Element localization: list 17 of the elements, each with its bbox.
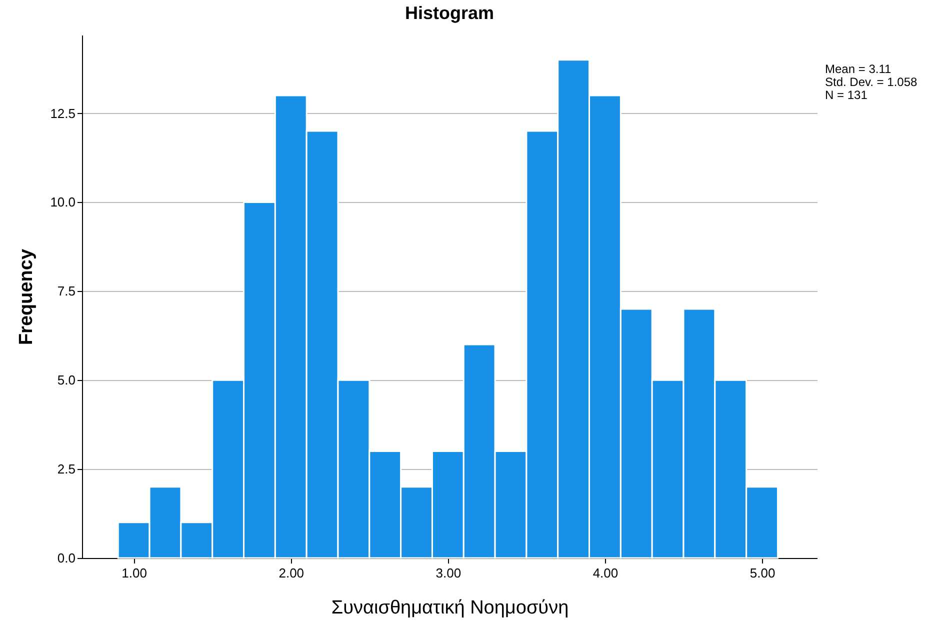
chart-title: Histogram [404,3,494,23]
text: N = 131 [825,88,868,102]
y-tick-label: 5.0 [57,372,76,388]
x-tick-label: 2.00 [278,566,304,580]
x-tick-label: 4.00 [592,566,618,580]
x-axis-title: Συναισθηματική Νοημοσύνη [331,598,569,618]
y-tick-label: 12.5 [50,106,76,121]
text: Mean = 3.11 [825,62,892,76]
x-tick-label: 3.00 [436,566,462,580]
y-tick-label: 2.5 [57,462,76,477]
y-tick-label: 0.0 [57,550,76,566]
x-tick-label: 5.00 [750,566,776,580]
y-tick-label: 10.0 [50,194,76,210]
y-tick-label: 7.5 [57,284,76,299]
x-tick-label: 1.00 [122,566,147,580]
text: Std. Dev. = 1.058 [825,75,918,89]
y-axis-title: Frequency [16,248,38,346]
